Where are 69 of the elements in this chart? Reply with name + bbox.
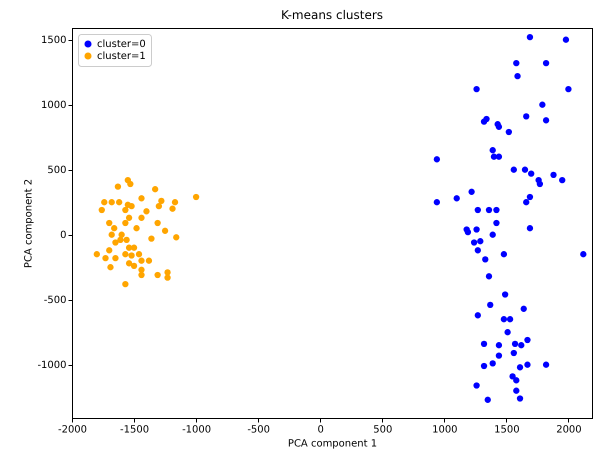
point bbox=[122, 280, 129, 288]
y-axis-title: PCA component 2 bbox=[23, 178, 34, 268]
point bbox=[143, 208, 150, 214]
point bbox=[138, 272, 145, 278]
legend-label: cluster=0 bbox=[97, 39, 146, 50]
legend-label: cluster=1 bbox=[97, 51, 146, 62]
y-tick-label: 500 bbox=[47, 165, 66, 176]
point bbox=[118, 232, 125, 238]
point bbox=[138, 266, 145, 273]
point bbox=[128, 252, 135, 259]
point bbox=[122, 220, 129, 226]
point bbox=[114, 183, 122, 190]
x-tick-label: 1000 bbox=[432, 424, 458, 436]
y-tick-label: -500 bbox=[44, 295, 66, 306]
point bbox=[106, 220, 112, 226]
point bbox=[126, 214, 132, 221]
y-tick-label: 1500 bbox=[41, 35, 66, 46]
point bbox=[164, 274, 171, 281]
x-tick-label: 1500 bbox=[494, 424, 520, 436]
point bbox=[112, 239, 119, 246]
point bbox=[154, 272, 161, 278]
point bbox=[106, 247, 112, 254]
point bbox=[126, 260, 132, 266]
point bbox=[138, 258, 145, 264]
point bbox=[158, 198, 165, 204]
point bbox=[172, 199, 178, 206]
y-tick-label: -1000 bbox=[37, 360, 66, 372]
x-axis-title: PCA component 1 bbox=[288, 438, 378, 450]
point bbox=[94, 251, 100, 258]
point bbox=[148, 235, 155, 242]
point bbox=[128, 202, 135, 210]
point bbox=[138, 195, 145, 202]
y-tick-label: 1000 bbox=[41, 100, 66, 112]
y-tick-label: 0 bbox=[60, 230, 66, 242]
point bbox=[108, 232, 115, 238]
point bbox=[122, 251, 129, 258]
point bbox=[108, 199, 115, 206]
x-tick-label: -1500 bbox=[120, 424, 150, 436]
point bbox=[107, 264, 114, 270]
point bbox=[169, 206, 176, 212]
point bbox=[154, 220, 161, 226]
point bbox=[102, 254, 109, 262]
chart-title: K-means clusters bbox=[280, 8, 384, 22]
point bbox=[152, 186, 158, 192]
x-tick-label: 0 bbox=[318, 424, 324, 436]
point bbox=[117, 236, 124, 244]
point bbox=[122, 206, 129, 214]
point bbox=[112, 254, 119, 262]
point bbox=[101, 199, 108, 206]
x-tick-label: -1000 bbox=[182, 424, 212, 436]
point bbox=[146, 258, 152, 264]
point bbox=[138, 214, 145, 221]
point bbox=[162, 228, 168, 234]
x-tick-label: -2000 bbox=[58, 424, 88, 436]
point bbox=[127, 180, 134, 188]
point bbox=[173, 234, 180, 240]
point bbox=[133, 225, 140, 232]
point bbox=[116, 199, 122, 206]
point bbox=[111, 225, 118, 232]
x-tick-label: 500 bbox=[373, 424, 392, 436]
point bbox=[123, 236, 130, 244]
x-tick-label: 2000 bbox=[556, 424, 582, 436]
x-tick-label: -500 bbox=[247, 424, 270, 436]
point bbox=[130, 244, 138, 251]
point bbox=[98, 206, 105, 214]
point bbox=[192, 194, 200, 200]
point bbox=[130, 262, 138, 270]
point bbox=[136, 251, 142, 258]
point bbox=[156, 202, 162, 210]
